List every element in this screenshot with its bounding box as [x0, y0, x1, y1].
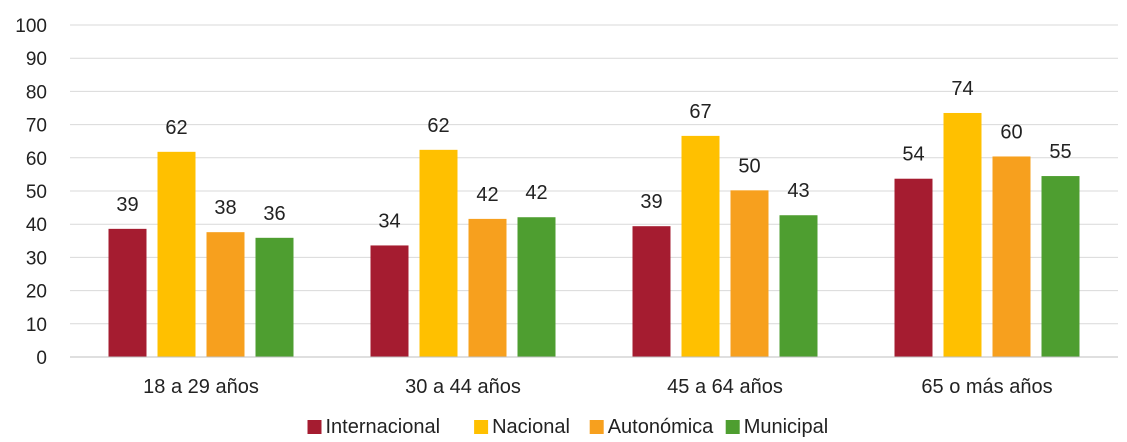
x-axis-categories: 18 a 29 años 30 a 44 años 45 a 64 años 65 o…: [143, 376, 1052, 398]
bar-nacional: [681, 135, 720, 357]
legend-swatch: [307, 420, 322, 434]
y-tick-label: 90: [26, 49, 47, 70]
data-label: 42: [525, 182, 547, 204]
y-tick-label: 20: [26, 282, 47, 303]
y-tick-label: 10: [26, 315, 47, 336]
bars: [108, 112, 1080, 357]
bar-autonómica: [992, 156, 1031, 357]
bar-autonómica: [730, 190, 769, 357]
legend-swatch: [725, 420, 740, 434]
x-category-label: 30 a 44 años: [405, 376, 521, 398]
y-axis-ticks: 0 10 20 30 40 50 60 70 80 90 100: [15, 16, 47, 369]
y-tick-label: 30: [26, 248, 47, 269]
legend-label: Internacional: [326, 416, 441, 438]
bar-autonómica: [468, 218, 507, 357]
data-label: 62: [427, 115, 449, 137]
data-label: 55: [1049, 141, 1071, 163]
data-label: 36: [263, 203, 285, 225]
y-tick-label: 60: [26, 149, 47, 170]
y-tick-label: 40: [26, 215, 47, 236]
data-label: 34: [378, 210, 400, 232]
legend-label: Autonómica: [608, 416, 714, 438]
bar-internacional: [894, 178, 933, 357]
data-label: 43: [787, 180, 809, 202]
bar-nacional: [943, 112, 982, 357]
x-category-label: 18 a 29 años: [143, 376, 259, 398]
data-label: 50: [738, 155, 760, 177]
legend-label: Municipal: [744, 416, 828, 438]
data-label: 67: [689, 101, 711, 123]
data-label: 74: [951, 78, 973, 100]
y-tick-label: 70: [26, 116, 47, 137]
bar-nacional: [157, 151, 196, 357]
bar-internacional: [108, 228, 147, 357]
bar-autonómica: [206, 232, 245, 357]
y-tick-label: 50: [26, 182, 47, 203]
bar-internacional: [370, 245, 409, 357]
data-label: 62: [165, 117, 187, 139]
legend: Internacional Nacional Autonómica Municipal: [307, 416, 828, 438]
bar-nacional: [419, 149, 458, 357]
data-label: 38: [214, 197, 236, 219]
data-labels: 39 62 38 36 34 62 42 42 39 67 50 43 54 74 60 55: [116, 78, 1071, 232]
data-label: 39: [640, 191, 662, 213]
legend-label: Nacional: [492, 416, 570, 438]
legend-swatch: [474, 420, 489, 434]
y-tick-label: 80: [26, 82, 47, 103]
bar-internacional: [632, 226, 671, 357]
data-label: 54: [902, 144, 924, 166]
x-category-label: 45 a 64 años: [667, 376, 783, 398]
x-category-label: 65 o más años: [921, 376, 1052, 398]
legend-swatch: [589, 420, 604, 434]
bar-municipal: [255, 237, 294, 357]
gridlines: [70, 24, 1118, 325]
y-tick-label: 100: [15, 16, 47, 37]
data-label: 60: [1000, 121, 1022, 143]
bar-municipal: [517, 217, 556, 357]
y-tick-label: 0: [36, 348, 47, 369]
data-label: 39: [116, 194, 138, 216]
data-label: 42: [476, 184, 498, 206]
bar-municipal: [779, 215, 818, 357]
bar-municipal: [1041, 176, 1080, 357]
